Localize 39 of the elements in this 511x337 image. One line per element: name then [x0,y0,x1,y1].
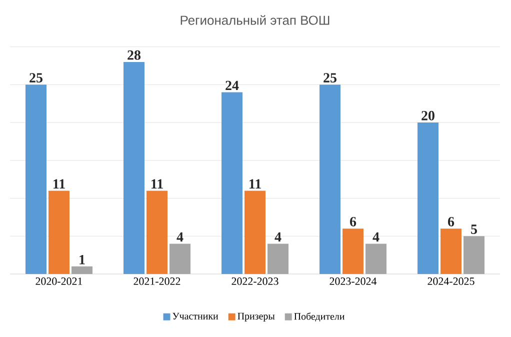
data-label: 24 [226,80,239,90]
data-label: 4 [274,232,282,242]
data-label: 11 [54,179,65,188]
bar [48,190,70,274]
data-label: 4 [372,232,380,242]
data-label: 5 [471,224,477,234]
bar [342,228,364,274]
data-label: 1 [80,255,85,264]
bar [170,244,191,274]
data-label: 11 [250,179,261,188]
chart-title: Региональный этап ВОШ [180,15,330,25]
bar [222,92,243,274]
x-tick-label: 2024-2025 [428,278,474,285]
bar [366,244,387,274]
bar [268,244,289,274]
bar [440,228,462,274]
bar [244,190,266,274]
x-tick-label: 2022-2023 [232,278,278,285]
data-label: 20 [422,110,434,120]
bar [320,84,341,274]
x-tick-label: 2023-2024 [330,278,377,285]
x-tick-label: 2021-2022 [134,278,180,285]
data-label: 25 [30,73,42,82]
data-label: 28 [128,50,141,60]
legend-label: Призеры [238,312,275,322]
data-label: 4 [176,232,184,242]
data-label: 25 [324,73,336,82]
x-tick-label: 2020-2021 [36,278,82,285]
data-label: 6 [448,216,454,226]
bar [26,84,46,274]
data-label: 6 [350,216,356,226]
bar [464,236,485,274]
bar [124,62,144,274]
legend-label: Участники [172,312,218,320]
data-label: 11 [152,179,163,188]
bar [146,190,168,274]
legend-label: Победители [294,312,345,322]
bar [72,266,92,274]
bar [418,122,439,274]
